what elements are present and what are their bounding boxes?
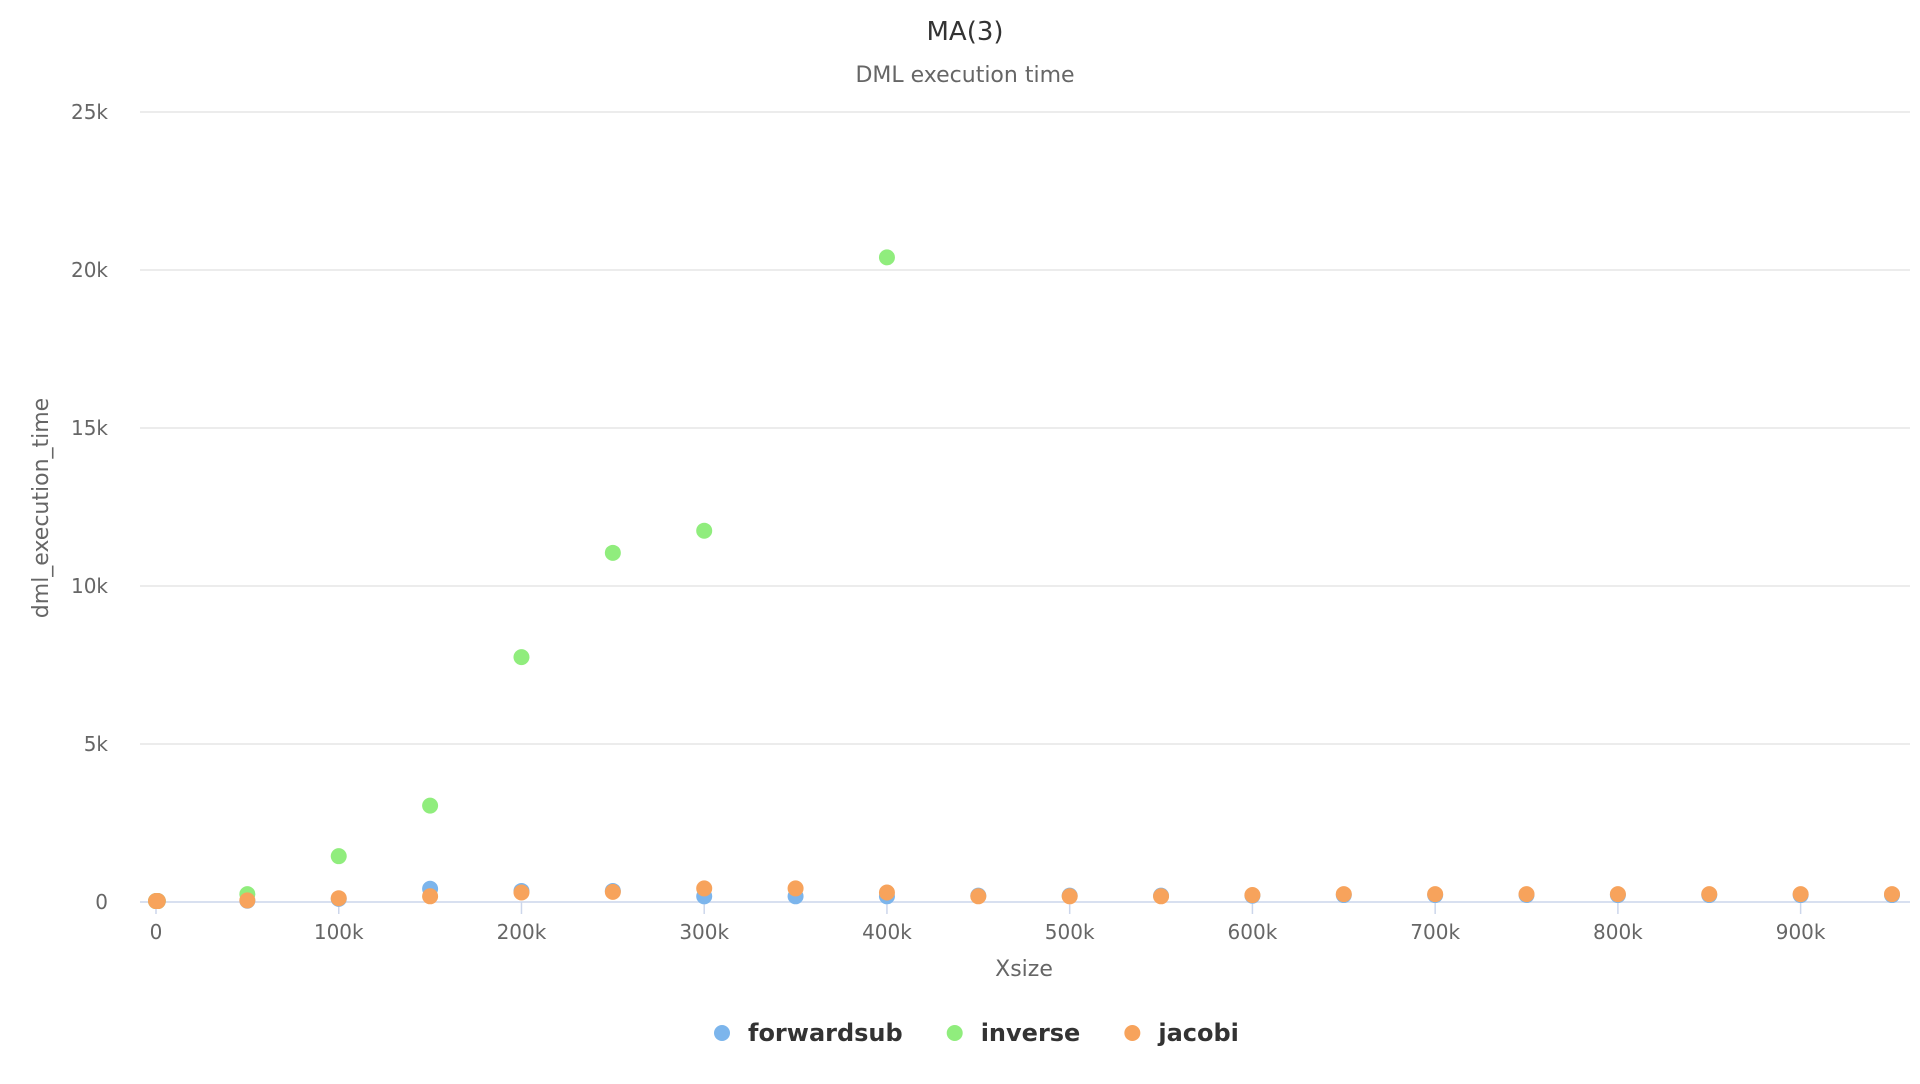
data-point-jacobi[interactable] (1884, 886, 1900, 903)
data-point-jacobi[interactable] (239, 892, 256, 909)
legend-marker-jacobi (1124, 1025, 1141, 1041)
data-point-jacobi[interactable] (1335, 886, 1352, 903)
data-point-inverse[interactable] (422, 797, 439, 814)
chart-subtitle: DML execution time (855, 63, 1074, 88)
legend-label-inverse: inverse (981, 1019, 1081, 1047)
series-forwardsub (148, 880, 1900, 910)
legend-marker-inverse (946, 1025, 963, 1041)
x-tick-label: 100k (314, 920, 364, 944)
legend: forwardsub inverse jacobi (714, 1019, 1239, 1047)
y-tick-label: 25k (71, 100, 108, 124)
data-point-jacobi[interactable] (1609, 886, 1626, 903)
legend-label-jacobi: jacobi (1157, 1019, 1239, 1047)
x-tick-label: 800k (1593, 920, 1643, 944)
x-axis-tick-labels: 0 100k 200k 300k 400k 500k 600k 700k 800k 900k (150, 920, 1826, 944)
data-point-jacobi[interactable] (696, 880, 713, 897)
x-tick-label: 500k (1045, 920, 1095, 944)
grid-lines (140, 111, 1910, 745)
legend-item-jacobi[interactable]: jacobi (1124, 1019, 1239, 1047)
data-point-jacobi[interactable] (1244, 887, 1261, 904)
x-tick-label: 700k (1410, 920, 1460, 944)
x-tick-label: 400k (862, 920, 912, 944)
y-tick-label: 20k (71, 258, 108, 282)
data-points (148, 249, 1900, 910)
data-point-jacobi[interactable] (787, 880, 804, 897)
data-point-jacobi[interactable] (878, 884, 895, 901)
y-tick-label: 10k (71, 574, 108, 598)
y-axis-title: dml_execution_time (29, 398, 54, 618)
y-tick-label: 15k (71, 416, 108, 440)
data-point-jacobi[interactable] (149, 893, 166, 910)
y-tick-label: 0 (95, 890, 108, 914)
legend-item-inverse[interactable]: inverse (946, 1019, 1081, 1047)
data-point-jacobi[interactable] (1427, 886, 1444, 903)
data-point-jacobi[interactable] (1061, 888, 1078, 905)
data-point-inverse[interactable] (696, 522, 713, 539)
x-tick-label: 200k (497, 920, 547, 944)
series-jacobi (148, 880, 1900, 910)
legend-item-forwardsub[interactable]: forwardsub (714, 1019, 903, 1047)
series-inverse (148, 249, 895, 910)
data-point-inverse[interactable] (878, 249, 895, 266)
x-tick-label: 300k (679, 920, 729, 944)
x-tick-label: 600k (1228, 920, 1278, 944)
data-point-inverse[interactable] (513, 649, 530, 666)
x-tick-label: 0 (150, 920, 163, 944)
legend-marker-forwardsub (714, 1025, 730, 1041)
data-point-jacobi[interactable] (1153, 888, 1170, 905)
data-point-inverse[interactable] (330, 848, 347, 865)
data-point-jacobi[interactable] (604, 883, 621, 900)
data-point-jacobi[interactable] (1792, 886, 1809, 903)
data-point-jacobi[interactable] (422, 888, 439, 905)
data-point-inverse[interactable] (604, 544, 621, 561)
chart-title: MA(3) (926, 17, 1003, 47)
x-axis (140, 901, 1910, 914)
data-point-jacobi[interactable] (330, 890, 347, 907)
x-axis-title: Xsize (995, 957, 1053, 982)
y-axis-tick-labels: 0 5k 10k 15k 20k 25k (71, 100, 108, 914)
x-tick-label: 900k (1776, 920, 1826, 944)
data-point-jacobi[interactable] (1518, 886, 1535, 903)
data-point-jacobi[interactable] (1701, 886, 1718, 903)
y-tick-label: 5k (84, 732, 109, 756)
data-point-jacobi[interactable] (970, 888, 987, 905)
data-point-jacobi[interactable] (513, 884, 530, 901)
legend-label-forwardsub: forwardsub (748, 1019, 903, 1047)
